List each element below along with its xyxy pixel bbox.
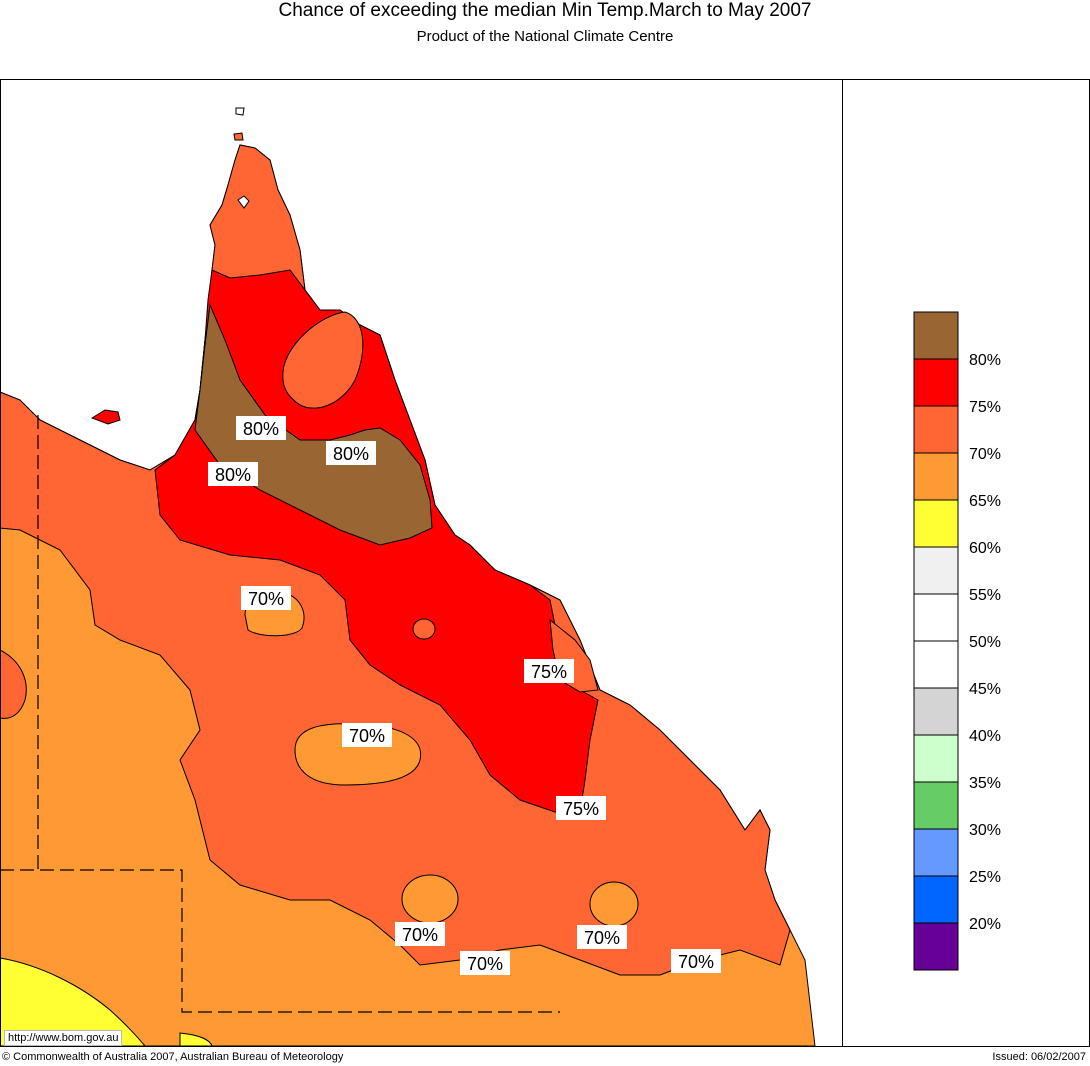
legend-label: 40% — [969, 728, 1001, 745]
contour-label: 75% — [524, 659, 574, 683]
contour-label: 80% — [208, 462, 258, 486]
legend-label: 70% — [969, 446, 1001, 463]
legend-label: 35% — [969, 775, 1001, 792]
region-west-70 — [1, 650, 27, 719]
contour-label-text: 80% — [333, 444, 369, 464]
contour-label: 75% — [556, 796, 606, 820]
contour-label-text: 80% — [215, 465, 251, 485]
bubble-small-70-75 — [412, 618, 436, 640]
legend-swatch — [913, 734, 959, 783]
contour-label: 70% — [241, 586, 291, 610]
small-island-1 — [237, 195, 250, 209]
legend-label: 45% — [969, 681, 1001, 698]
legend-label: 80% — [969, 352, 1001, 369]
legend-swatch — [913, 781, 959, 830]
contour-label: 70% — [460, 951, 510, 975]
torres-island-b — [233, 132, 244, 141]
contour-label-text: 70% — [467, 954, 503, 974]
contour-labels: 80% 80% 80% 70% 75% 70% 75% 70% — [208, 416, 721, 975]
source-url[interactable]: http://www.bom.gov.au — [4, 1030, 123, 1046]
contour-label: 80% — [236, 416, 286, 440]
contour-label: 80% — [326, 441, 376, 465]
contour-label-text: 70% — [349, 726, 385, 746]
legend-label: 30% — [969, 822, 1001, 839]
copyright-text: © Commonwealth of Australia 2007, Austra… — [2, 1051, 344, 1063]
legend-swatch — [913, 499, 959, 548]
legend-swatch — [913, 358, 959, 407]
legend-swatch — [913, 593, 959, 642]
legend-swatch — [913, 828, 959, 877]
legend-swatch — [913, 922, 959, 971]
queensland-map — [1, 107, 816, 1046]
state-border-sa — [1, 869, 560, 1013]
contour-label-text: 70% — [584, 928, 620, 948]
contour-label-text: 70% — [248, 589, 284, 609]
mornington-island — [90, 409, 121, 425]
contour-label: 70% — [395, 922, 445, 946]
legend-swatch — [913, 640, 959, 689]
legend-swatch — [913, 875, 959, 924]
issued-date: Issued: 06/02/2007 — [992, 1051, 1086, 1063]
contour-label: 70% — [577, 925, 627, 949]
region-60-65-sw — [1, 957, 146, 1046]
map-subtitle: Product of the National Climate Centre — [416, 28, 674, 45]
legend-label: 55% — [969, 587, 1001, 604]
contour-label: 70% — [342, 723, 392, 747]
bubble-cape-70-75 — [282, 311, 364, 409]
region-60-65-s — [179, 1032, 213, 1046]
contour-label-text: 75% — [563, 799, 599, 819]
legend-swatch — [913, 405, 959, 454]
contour-label-text: 70% — [678, 952, 714, 972]
legend-label: 50% — [969, 634, 1001, 651]
legend-swatch — [913, 687, 959, 736]
torres-island-a — [235, 107, 245, 116]
legend-label: 75% — [969, 399, 1001, 416]
bubble-65-70-c — [401, 874, 459, 924]
map-title: Chance of exceeding the median Min Temp.… — [278, 0, 812, 21]
legend-swatch — [913, 546, 959, 595]
legend-label: 20% — [969, 916, 1001, 933]
legend: 80% 75% 70% 65% 60% 55% 50% 45% 40% 35% 30% 25% 20% — [913, 311, 1001, 971]
legend-swatch — [913, 311, 959, 360]
bubble-65-70-d — [589, 881, 639, 927]
legend-swatch — [913, 452, 959, 501]
contour-label-text: 70% — [402, 925, 438, 945]
contour-label-text: 75% — [531, 662, 567, 682]
contour-label: 70% — [671, 949, 721, 973]
contour-label-text: 80% — [243, 419, 279, 439]
legend-label: 25% — [969, 869, 1001, 886]
legend-label: 65% — [969, 493, 1001, 510]
legend-label: 60% — [969, 540, 1001, 557]
